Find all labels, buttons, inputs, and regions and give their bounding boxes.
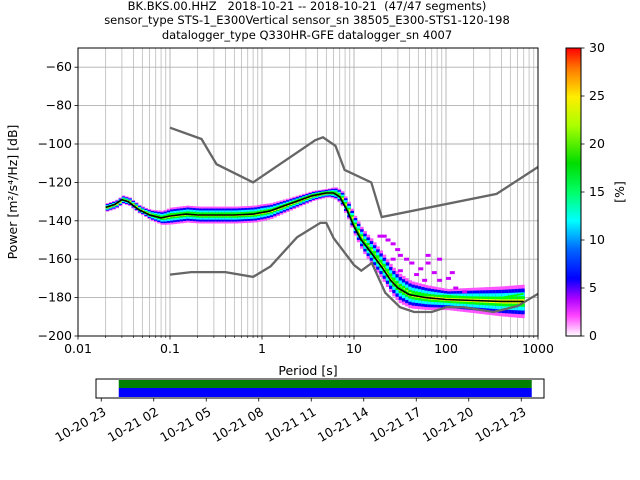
time-tick-label: 10-21 11	[262, 404, 318, 445]
density-outlier-cell	[425, 253, 431, 257]
density-cell	[343, 203, 348, 206]
y-tick-label: −180	[38, 290, 72, 305]
time-coverage-bar	[95, 378, 545, 399]
title-line-2: sensor_type STS-1_E300Vertical sensor_sn…	[104, 13, 510, 27]
y-tick-label: −80	[46, 98, 72, 113]
density-outlier-cell	[395, 248, 401, 252]
nhnm-curve	[169, 126, 538, 219]
noise-model-curves	[169, 126, 538, 314]
y-tick-label: −120	[38, 174, 72, 189]
available-data-bar	[118, 388, 532, 397]
density-outlier-cell	[453, 286, 459, 290]
time-tick-label: 10-21 05	[157, 404, 213, 445]
time-tick-label: 10-21 14	[315, 404, 371, 445]
colorbar-tick-label: 10	[589, 232, 605, 247]
mean-curve	[105, 192, 524, 303]
density-outlier-cell	[397, 269, 403, 273]
density-outlier-cell	[446, 276, 451, 280]
y-axis-label: Power [m²/s⁴/Hz] [dB]	[5, 125, 20, 260]
colorbar-tick-label: 30	[589, 40, 605, 55]
density-outlier-cell	[397, 253, 403, 257]
density-cell	[118, 201, 123, 203]
density-outlier-cell	[431, 271, 437, 275]
colorbar-tick-label: 0	[589, 328, 597, 343]
colorbar	[565, 47, 582, 337]
y-tick-label: −200	[38, 328, 72, 343]
plot-frame	[77, 47, 539, 337]
density-cell	[128, 201, 132, 203]
y-tick-label: −140	[38, 213, 72, 228]
colorbar-tick-label: 25	[589, 88, 605, 103]
y-tick-label: −100	[38, 136, 72, 151]
density-outlier-cell	[425, 261, 431, 265]
density-cell	[379, 261, 384, 266]
density-outlier-cell	[377, 234, 383, 238]
density-outlier-cell	[437, 278, 443, 282]
y-axis-ticks: −60 −80 −100 −120 −140 −160 −180 −200	[38, 59, 78, 343]
time-tick-label: 10-21 20	[420, 404, 476, 445]
density-outlier-cell	[390, 257, 396, 261]
density-cell	[134, 206, 139, 208]
statistic-curves	[105, 191, 524, 303]
colorbar-tick-label: 20	[589, 136, 605, 151]
density-outlier-cell	[381, 234, 387, 238]
density-outlier-cell	[409, 261, 415, 265]
density-outlier-cell	[449, 271, 455, 275]
nlnm-curve	[169, 221, 538, 314]
density-outlier-cell	[385, 238, 391, 242]
x-axis-ticks: 0.01 0.1 1 10 100 1000	[64, 336, 554, 356]
colorbar-tick-label: 5	[589, 280, 597, 295]
density-outlier-cell	[418, 267, 424, 271]
density-outlier-cell	[462, 290, 468, 294]
density-cell	[131, 203, 136, 206]
density-outlier-cell	[390, 242, 396, 246]
title-line-3: datalogger_type Q330HR-GFE datalogger_sn…	[161, 28, 453, 42]
density-cell	[347, 209, 351, 212]
time-tick-label: 10-21 23	[472, 404, 528, 445]
x-axis-label: Period [s]	[278, 363, 337, 378]
x-tick-label: 10	[346, 341, 362, 356]
x-tick-label: 0.01	[64, 341, 92, 356]
time-tick-label: 10-21 17	[367, 404, 423, 445]
density-cell	[340, 197, 345, 200]
x-tick-label: 1000	[522, 341, 554, 356]
title-line-1: BK.BKS.00.HHZ 2018-10-21 -- 2018-10-21 (…	[127, 0, 487, 13]
time-tick-label: 10-21 02	[105, 404, 161, 445]
y-tick-label: −160	[38, 251, 72, 266]
density-outlier-cell	[437, 257, 443, 261]
density-outlier-cell	[414, 273, 420, 277]
colorbar-ticks: 0 5 10 15 20 25 30	[581, 40, 605, 343]
mode-curve	[105, 191, 524, 299]
time-tick-label: 10-21 08	[210, 404, 266, 445]
x-tick-label: 100	[434, 341, 458, 356]
x-tick-label: 1	[258, 341, 266, 356]
colorbar-tick-label: 15	[589, 184, 605, 199]
ppsd-density-cells	[105, 187, 525, 319]
density-outlier-cell	[422, 278, 428, 282]
colorbar-label: [%]	[612, 181, 627, 203]
density-outlier-cell	[404, 257, 410, 261]
time-tick-label: 10-20 23	[52, 404, 108, 445]
processed-data-bar	[118, 380, 532, 388]
y-tick-label: −60	[46, 59, 72, 74]
x-tick-label: 0.1	[160, 341, 180, 356]
density-cell	[115, 203, 119, 205]
density-cell	[350, 216, 355, 220]
